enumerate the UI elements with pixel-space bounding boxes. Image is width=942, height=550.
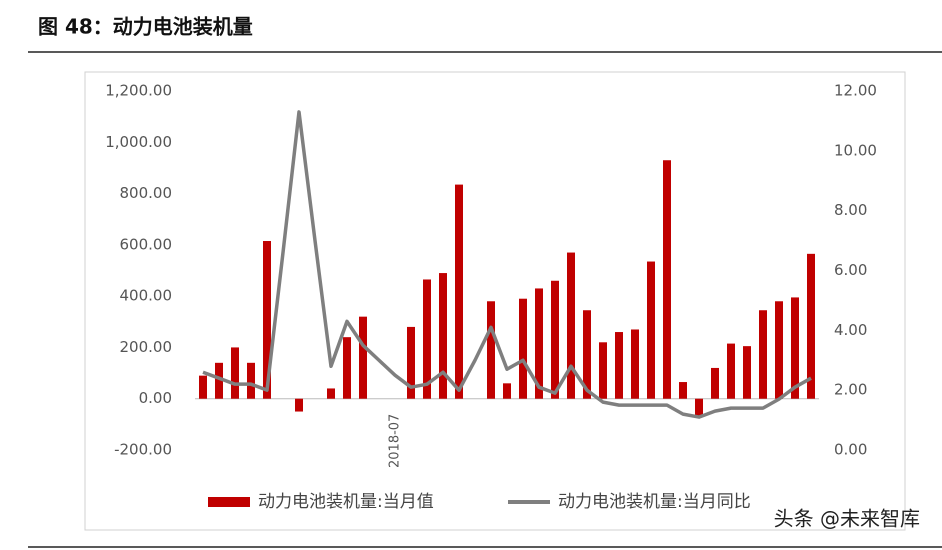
y-tick-label: 1,200.00 — [105, 82, 172, 100]
bar — [551, 280, 559, 399]
bar — [647, 261, 655, 399]
bar — [439, 273, 447, 399]
bar — [295, 398, 303, 412]
legend-label: 动力电池装机量:当月值 — [258, 492, 434, 512]
bar — [695, 398, 703, 417]
bar — [247, 362, 255, 399]
page-title: 图 48：动力电池装机量 — [38, 15, 253, 39]
y2-tick-label: 2.00 — [834, 381, 867, 399]
y-tick-label: 800.00 — [120, 184, 173, 202]
bar — [199, 375, 207, 399]
y-tick-label: 0.00 — [139, 389, 172, 407]
bar — [791, 297, 799, 399]
y-tick-label: 1,000.00 — [105, 133, 172, 151]
bar — [663, 160, 671, 399]
bar — [583, 310, 591, 399]
bar — [423, 279, 431, 399]
legend-swatch — [208, 497, 250, 507]
bar — [327, 388, 335, 399]
bar — [759, 310, 767, 399]
y2-tick-label: 8.00 — [834, 201, 867, 219]
y2-tick-label: 6.00 — [834, 261, 867, 279]
legend-label: 动力电池装机量:当月同比 — [558, 492, 751, 512]
bar — [487, 301, 495, 399]
bar — [455, 184, 463, 399]
y-tick-label: 200.00 — [120, 338, 173, 356]
y2-tick-label: 0.00 — [834, 441, 867, 459]
bar — [343, 337, 351, 399]
bar — [679, 382, 687, 399]
watermark: 头条 @未来智库 — [774, 507, 920, 531]
bar — [359, 316, 367, 399]
bar — [807, 253, 815, 399]
bar — [263, 241, 271, 399]
bar — [215, 362, 223, 399]
x-tick-label: 2018-07 — [388, 414, 403, 468]
y2-tick-label: 12.00 — [834, 82, 877, 100]
y2-tick-label: 4.00 — [834, 321, 867, 339]
bar — [567, 252, 575, 399]
bar — [727, 343, 735, 399]
y-tick-label: 600.00 — [120, 235, 173, 253]
bar — [615, 332, 623, 399]
bar — [535, 288, 543, 399]
y2-tick-label: 10.00 — [834, 141, 877, 159]
line — [202, 110, 812, 419]
bar — [407, 326, 415, 399]
bar — [711, 367, 719, 399]
bar — [631, 329, 639, 399]
bar — [775, 301, 783, 399]
bar — [503, 383, 511, 399]
bar — [599, 342, 607, 399]
chart-frame — [84, 71, 906, 531]
y-tick-label: 400.00 — [120, 287, 173, 305]
bar — [743, 346, 751, 399]
bar — [519, 298, 527, 399]
bar — [231, 347, 239, 399]
y-tick-label: -200.00 — [114, 441, 172, 459]
